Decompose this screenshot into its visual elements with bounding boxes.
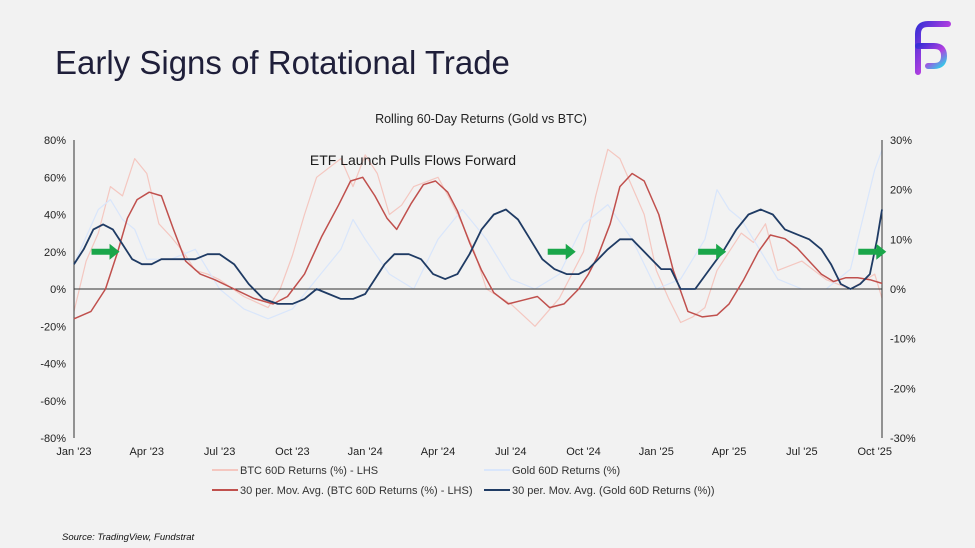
fundstrat-logo (915, 21, 951, 75)
gold-60d-raw-line (73, 149, 883, 320)
left-y-tick-label: 0% (50, 284, 66, 296)
legend-item: 30 per. Mov. Avg. (Gold 60D Returns (%)) (484, 485, 715, 497)
left-y-tick-label: 60% (44, 172, 66, 184)
legend-item: Gold 60D Returns (%) (484, 465, 620, 477)
legend-item: BTC 60D Returns (%) - LHS (212, 465, 378, 477)
left-y-tick-label: 80% (44, 135, 66, 147)
left-y-tick-label: -40% (40, 359, 66, 371)
x-tick-label: Oct '24 (566, 446, 601, 458)
btc-moving-average-line (73, 172, 883, 320)
x-tick-label: Apr '23 (130, 446, 165, 458)
chart-title: Rolling 60-Day Returns (Gold vs BTC) (375, 112, 587, 126)
x-tick-label: Jan '24 (348, 446, 383, 458)
legend-label: 30 per. Mov. Avg. (Gold 60D Returns (%)) (512, 485, 715, 497)
rotation-arrow-icon (858, 243, 887, 260)
left-y-tick-label: 20% (44, 247, 66, 259)
x-tick-label: Apr '24 (421, 446, 456, 458)
right-y-tick-label: 0% (890, 284, 906, 296)
right-y-tick-label: -10% (890, 334, 916, 346)
gold-moving-average-line (73, 208, 883, 305)
legend-label: 30 per. Mov. Avg. (BTC 60D Returns (%) -… (240, 485, 473, 497)
legend-label: Gold 60D Returns (%) (512, 465, 620, 477)
x-tick-label: Jan '23 (56, 446, 91, 458)
right-y-tick-label: 30% (890, 135, 912, 147)
x-tick-label: Jan '25 (639, 446, 674, 458)
x-tick-label: Oct '25 (857, 446, 892, 458)
rotation-arrow-icon (547, 243, 576, 260)
rotation-arrow-icon (91, 243, 120, 260)
right-y-tick-label: -20% (890, 383, 916, 395)
left-y-tick-label: -80% (40, 433, 66, 445)
x-tick-label: Jul '25 (786, 446, 817, 458)
legend-label: BTC 60D Returns (%) - LHS (240, 465, 378, 477)
left-y-tick-label: 40% (44, 210, 66, 222)
x-tick-label: Jul '23 (204, 446, 235, 458)
rotation-arrow-icon (698, 243, 727, 260)
left-y-tick-label: -60% (40, 396, 66, 408)
legend-item: 30 per. Mov. Avg. (BTC 60D Returns (%) -… (212, 485, 473, 497)
source-note: Source: TradingView, Fundstrat (62, 532, 195, 543)
x-tick-label: Jul '24 (495, 446, 526, 458)
right-y-tick-label: 20% (890, 185, 912, 197)
x-tick-label: Oct '23 (275, 446, 310, 458)
right-y-tick-label: 10% (890, 234, 912, 246)
etf-annotation: ETF Launch Pulls Flows Forward (310, 152, 516, 168)
right-y-tick-label: -30% (890, 433, 916, 445)
x-tick-label: Apr '25 (712, 446, 747, 458)
left-y-tick-label: -20% (40, 321, 66, 333)
slide-title: Early Signs of Rotational Trade (55, 44, 510, 81)
